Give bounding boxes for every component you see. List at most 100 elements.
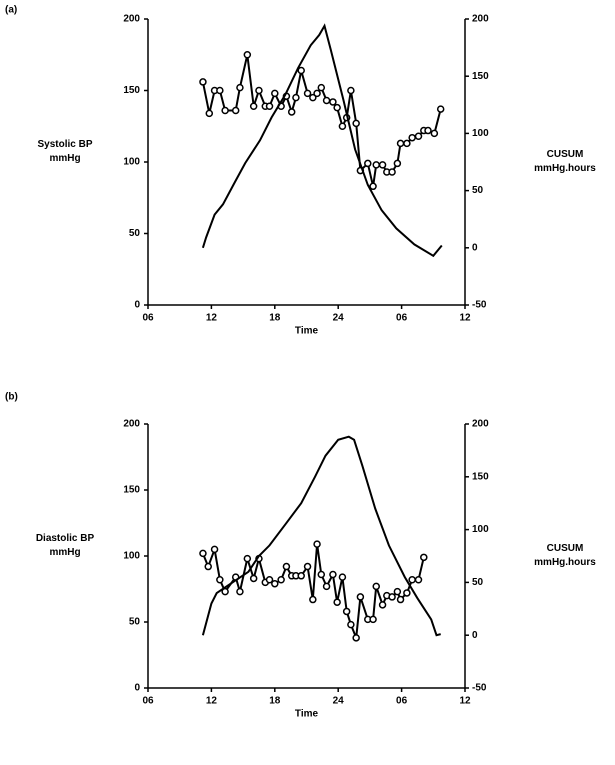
y2-tick-label: 200 (472, 14, 489, 25)
y-tick-label: 0 (134, 300, 140, 311)
y-tick-label: 150 (123, 485, 140, 496)
data-point (424, 126, 432, 135)
data-point (297, 572, 305, 580)
y-tick-label: 0 (134, 683, 140, 694)
data-point (393, 159, 402, 168)
y2-tick-label: 50 (472, 577, 484, 588)
data-point (287, 108, 296, 116)
data-point (414, 576, 423, 584)
x-tick-label: 24 (333, 696, 345, 707)
x-tick-label: 12 (206, 696, 218, 707)
data-point (420, 553, 428, 562)
data-point (322, 96, 331, 105)
x-axis-label: Time (295, 709, 319, 720)
data-point (369, 615, 377, 624)
data-point (322, 582, 331, 591)
x-tick-label: 06 (396, 696, 408, 707)
data-point (347, 86, 355, 95)
data-point (352, 634, 360, 642)
y2-tick-label: 150 (472, 471, 489, 482)
y2-tick-label: 0 (472, 630, 478, 641)
x-tick-label: 06 (142, 313, 154, 324)
y-tick-label: 150 (123, 85, 140, 96)
data-point (271, 89, 279, 98)
data-point (271, 579, 279, 588)
y2-tick-label: -50 (472, 300, 487, 311)
data-point (216, 576, 224, 584)
data-point (199, 78, 207, 86)
y-tick-label: 50 (129, 617, 141, 628)
data-point (352, 119, 360, 128)
data-point (436, 105, 445, 113)
data-point (282, 562, 291, 571)
y2-tick-label: -50 (472, 683, 487, 694)
data-point (356, 593, 365, 601)
y-tick-label: 200 (123, 14, 140, 25)
data-point (265, 576, 274, 584)
data-point (243, 51, 252, 59)
data-point (396, 139, 405, 148)
data-point (249, 102, 258, 110)
data-point (403, 589, 411, 597)
data-point (221, 106, 229, 115)
data-point (303, 89, 312, 98)
panel-label: (b) (5, 392, 18, 403)
data-point (205, 109, 214, 118)
data-point (333, 103, 341, 112)
data-point (216, 86, 224, 95)
x-tick-label: 12 (459, 313, 471, 324)
y2-tick-label: 100 (472, 524, 489, 535)
data-point (313, 540, 321, 548)
x-tick-label: 24 (333, 313, 345, 324)
data-point (430, 129, 439, 138)
data-point (210, 545, 219, 554)
x-axis-label: Time (295, 326, 319, 337)
x-tick-label: 18 (269, 696, 281, 707)
y-tick-label: 200 (123, 419, 140, 430)
data-point (236, 83, 244, 92)
data-point (396, 595, 405, 604)
data-point (199, 549, 207, 558)
data-point (313, 89, 321, 98)
x-tick-label: 12 (206, 313, 218, 324)
data-point (342, 607, 351, 616)
y2-tick-label: 150 (472, 71, 489, 82)
y2-tick-label: 50 (472, 185, 484, 196)
series-line (201, 543, 425, 639)
data-point (243, 554, 252, 563)
data-point (231, 106, 240, 115)
data-point (303, 562, 312, 571)
data-point (338, 122, 347, 130)
y-axis-label: Systolic BP mmHg (37, 139, 93, 164)
data-point (372, 582, 380, 591)
data-point (292, 93, 300, 102)
data-point (249, 574, 258, 583)
data-point (408, 133, 416, 142)
series-line (201, 54, 442, 187)
data-point (236, 587, 244, 596)
data-point (372, 161, 380, 169)
x-tick-label: 06 (142, 696, 154, 707)
data-point (347, 620, 355, 629)
y2-tick-label: 100 (472, 128, 489, 139)
data-point (309, 93, 317, 102)
data-point (333, 598, 341, 606)
y-tick-label: 100 (123, 551, 140, 562)
data-point (221, 587, 229, 596)
y2-tick-label: 0 (472, 242, 478, 253)
data-point (255, 86, 263, 95)
data-point (338, 573, 347, 581)
data-point (309, 595, 317, 604)
y2-axis-label: CUSUM mmHg.hours (534, 543, 596, 568)
data-point (317, 83, 326, 92)
y-tick-label: 50 (129, 228, 141, 239)
y2-tick-label: 200 (472, 419, 489, 430)
data-point (329, 570, 337, 579)
data-point (277, 576, 285, 584)
data-point (364, 159, 372, 168)
data-point (329, 98, 337, 106)
data-point (204, 562, 212, 571)
data-point (378, 161, 387, 169)
